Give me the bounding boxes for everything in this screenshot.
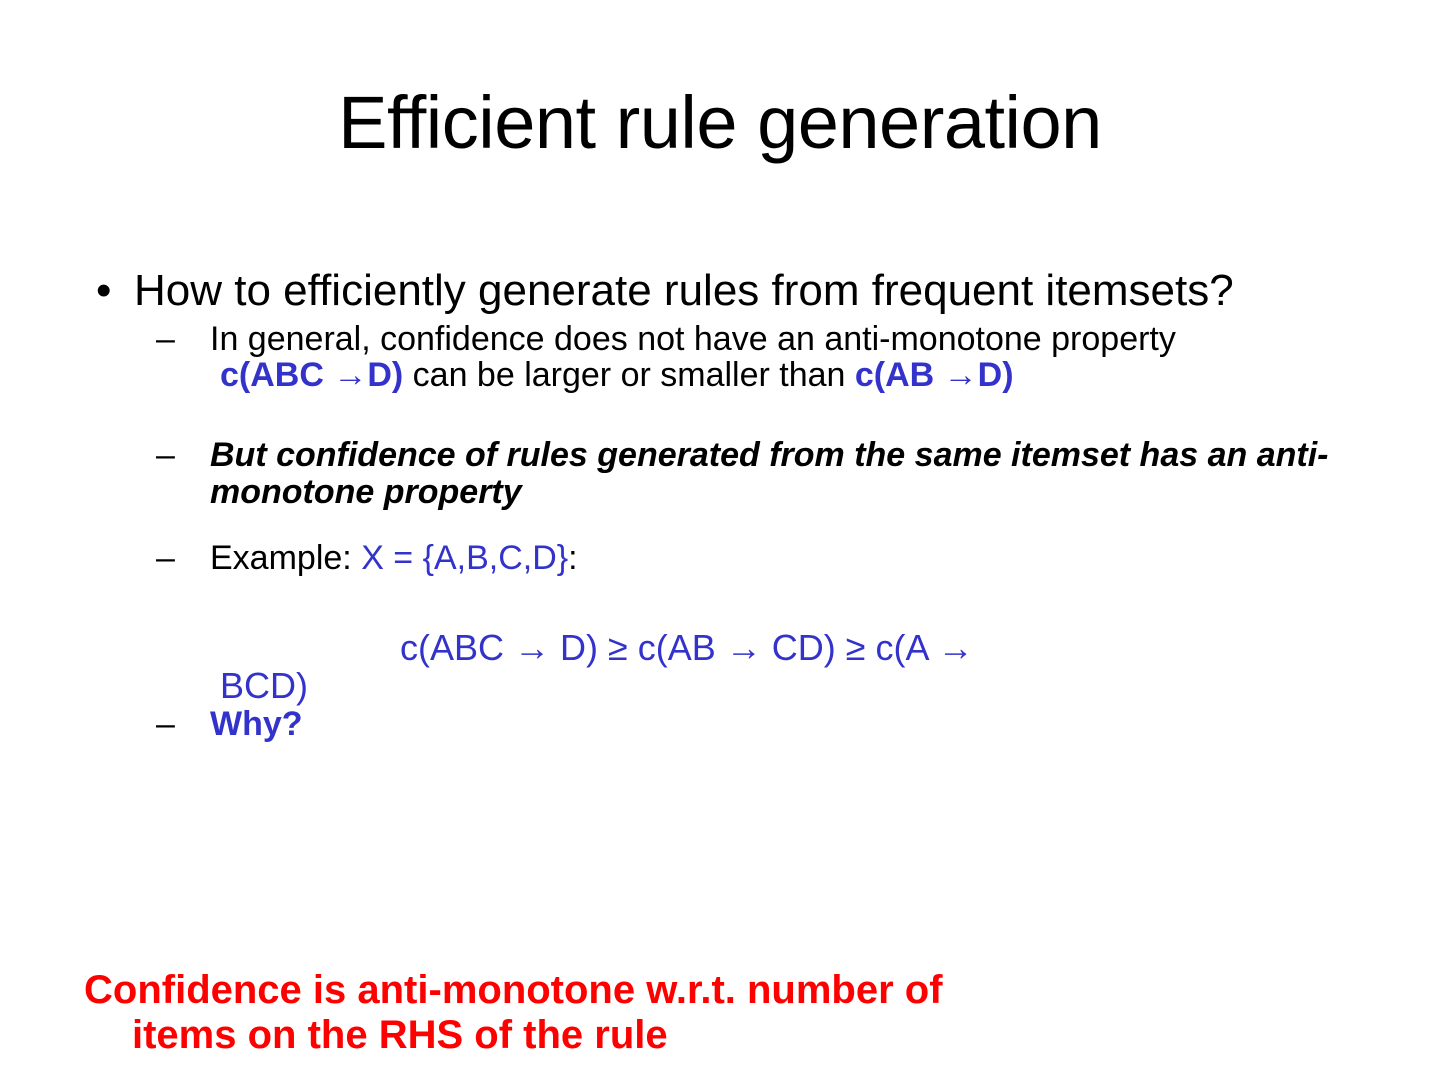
- spacer: [84, 510, 1374, 540]
- bullet-dash-icon: –: [156, 704, 175, 743]
- statement-confidence-comparison: c(ABC →D) can be larger or smaller than …: [220, 357, 1374, 393]
- example-label: Example:: [210, 539, 362, 578]
- bullet-level1-text: How to efficiently generate rules from f…: [134, 266, 1234, 315]
- spacer: [84, 393, 1374, 437]
- bullet-level2-text: In general, confidence does not have an …: [210, 319, 1176, 358]
- example-itemset-value: X = {A,B,C,D}: [361, 539, 569, 578]
- bullet-dot-icon: •: [96, 266, 112, 315]
- bullet-level2-text: Why?: [210, 704, 303, 743]
- example-suffix: :: [568, 539, 578, 578]
- statement-middle-text: can be larger or smaller than: [403, 356, 855, 394]
- statement-confidence-chain: c(ABC → D) ≥ c(AB → CD) ≥ c(A →: [220, 626, 1374, 668]
- bullet-level2-why: – Why?: [142, 704, 1374, 743]
- statement-rhs-expression: c(AB →D): [854, 356, 1014, 394]
- bullet-dash-icon: –: [156, 436, 175, 475]
- statement-chain-line1: c(ABC → D) ≥ c(AB → CD) ≥ c(A →: [400, 626, 974, 668]
- bullet-level2-example: – Example: X = {A,B,C,D}:: [142, 539, 1374, 578]
- footer-note-line2: items on the RHS of the rule: [132, 1012, 668, 1057]
- spacer: [84, 577, 1374, 629]
- statement-chain-line2: BCD): [220, 665, 308, 707]
- footer-note: Confidence is anti-monotone w.r.t. numbe…: [84, 968, 1264, 1058]
- page-title: Efficient rule generation: [338, 81, 1102, 164]
- bullet-dash-icon: –: [156, 319, 175, 358]
- statement-lhs-expression: c(ABC →D): [220, 356, 404, 394]
- footer-note-line1: Confidence is anti-monotone w.r.t. numbe…: [84, 968, 943, 1012]
- bullet-dash-icon: –: [156, 539, 175, 578]
- bullet-level2-in-general: – In general, confidence does not have a…: [142, 319, 1374, 358]
- statement-confidence-chain-wrap: BCD): [220, 665, 1374, 707]
- slide-body: • How to efficiently generate rules from…: [84, 266, 1374, 743]
- bullet-level2-text: But confidence of rules generated from t…: [210, 436, 1329, 511]
- bullet-level1-how-to-generate: • How to efficiently generate rules from…: [84, 266, 1374, 315]
- bullet-level2-but-confidence: – But confidence of rules generated from…: [142, 437, 1374, 510]
